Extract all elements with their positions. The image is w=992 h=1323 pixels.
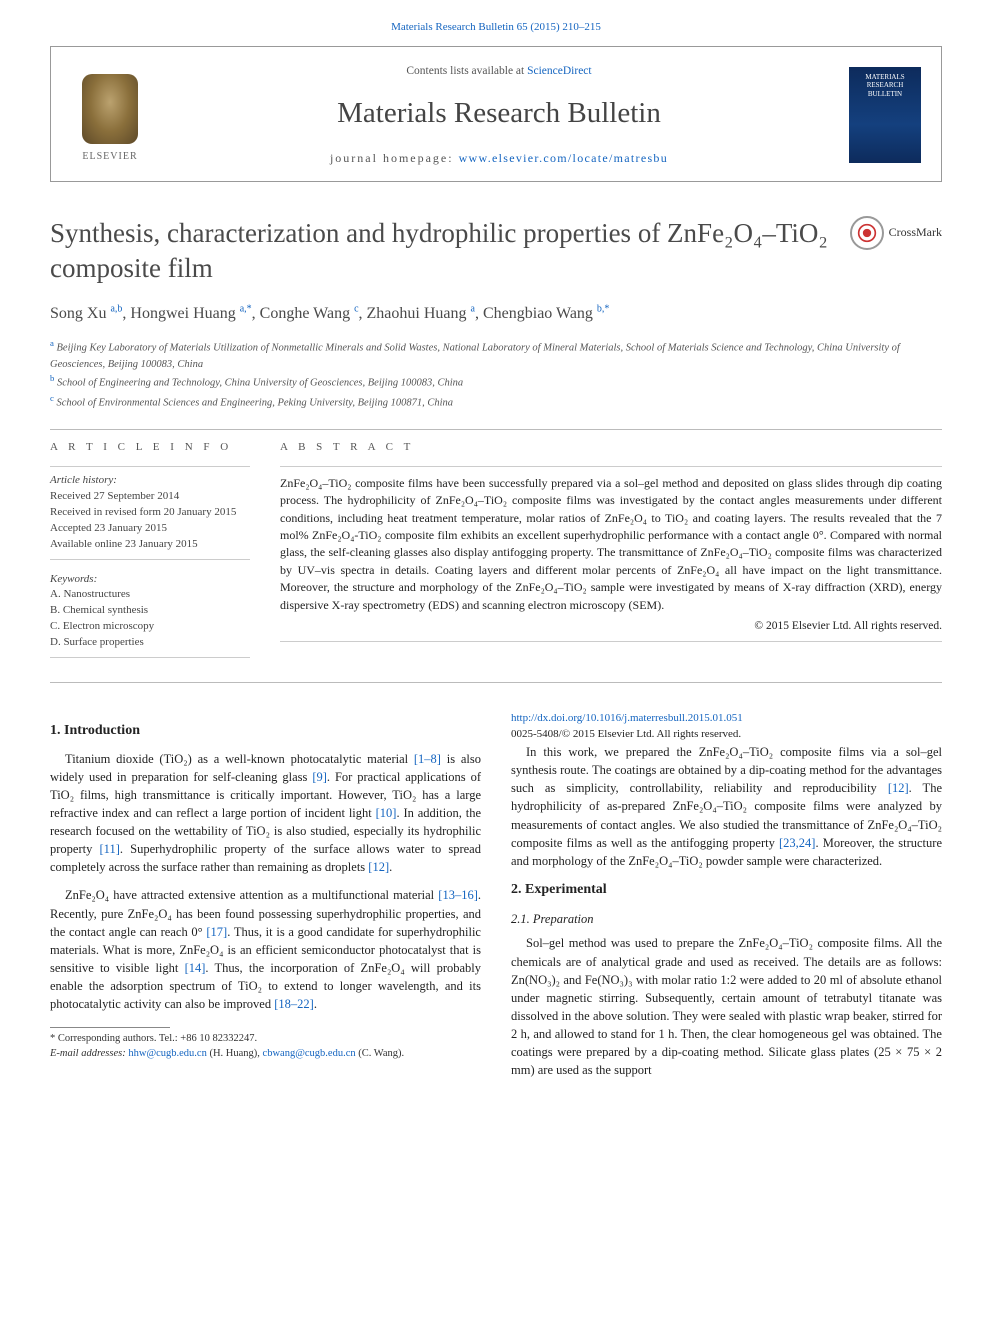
elsevier-label: ELSEVIER (82, 150, 137, 165)
journal-header: ELSEVIER Contents lists available at Sci… (50, 46, 942, 182)
doi-block: http://dx.doi.org/10.1016/j.materresbull… (511, 711, 942, 743)
prep-para-1: Sol–gel method was used to prepare the Z… (511, 934, 942, 1079)
journal-homepage-link[interactable]: www.elsevier.com/locate/matresbu (459, 151, 668, 165)
affiliation-line: c School of Environmental Sciences and E… (50, 392, 942, 411)
cover-line: RESEARCH (849, 81, 921, 89)
keyword-item: B. Chemical synthesis (50, 603, 250, 619)
section-divider (50, 429, 942, 430)
footnote-rule (50, 1027, 170, 1028)
received-date: Received 27 September 2014 (50, 489, 250, 505)
section-2-1-heading: 2.1. Preparation (511, 910, 942, 928)
corr-email-link[interactable]: cbwang@cugb.edu.cn (263, 1048, 356, 1059)
contents-prefix: Contents lists available at (406, 65, 527, 77)
article-body: 1. Introduction Titanium dioxide (TiO₂) … (50, 711, 942, 1081)
affiliation-line: a Beijing Key Laboratory of Materials Ut… (50, 337, 942, 372)
section-2-heading: 2. Experimental (511, 880, 942, 900)
doi-link[interactable]: http://dx.doi.org/10.1016/j.materresbull… (511, 712, 743, 724)
journal-cover-thumbnail: MATERIALS RESEARCH BULLETIN (849, 67, 921, 163)
ref-link[interactable]: [23,24] (779, 836, 815, 850)
elsevier-logo: ELSEVIER (71, 65, 149, 165)
ref-link[interactable]: [13–16] (438, 888, 478, 902)
crossmark-icon (850, 216, 884, 250)
corresponding-author: * Corresponding authors. Tel.: +86 10 82… (50, 1032, 481, 1047)
abstract-text: ZnFe₂O₄–TiO₂ composite films have been s… (280, 475, 942, 614)
cover-line: MATERIALS (849, 73, 921, 81)
contents-line: Contents lists available at ScienceDirec… (165, 63, 833, 80)
crossmark-label: CrossMark (889, 224, 942, 241)
abstract-column: A B S T R A C T ZnFe₂O₄–TiO₂ composite f… (280, 440, 942, 664)
abstract-heading: A B S T R A C T (280, 440, 942, 456)
article-title: Synthesis, characterization and hydrophi… (50, 216, 850, 286)
email-line: E-mail addresses: hhw@cugb.edu.cn (H. Hu… (50, 1047, 481, 1062)
article-info-column: A R T I C L E I N F O Article history: R… (50, 440, 250, 664)
keyword-item: C. Electron microscopy (50, 619, 250, 635)
top-citation: Materials Research Bulletin 65 (2015) 21… (50, 20, 942, 36)
corr-email-link[interactable]: hhw@cugb.edu.cn (128, 1048, 206, 1059)
intro-para-1: Titanium dioxide (TiO₂) as a well-known … (50, 750, 481, 877)
ref-link[interactable]: [11] (100, 842, 120, 856)
section-1-heading: 1. Introduction (50, 721, 481, 741)
intro-para-3: In this work, we prepared the ZnFe₂O₄–Ti… (511, 743, 942, 870)
journal-homepage: journal homepage: www.elsevier.com/locat… (165, 150, 833, 167)
keyword-item: A. Nanostructures (50, 587, 250, 603)
cover-line: BULLETIN (849, 90, 921, 98)
ref-link[interactable]: [17] (206, 925, 227, 939)
affiliations: a Beijing Key Laboratory of Materials Ut… (50, 337, 942, 411)
journal-title: Materials Research Bulletin (165, 92, 833, 134)
ref-link[interactable]: [9] (312, 770, 327, 784)
ref-link[interactable]: [1–8] (414, 752, 441, 766)
homepage-prefix: journal homepage: (330, 151, 459, 165)
authors-line: Song Xu a,b, Hongwei Huang a,*, Conghe W… (50, 302, 942, 325)
ref-link[interactable]: [12] (368, 860, 389, 874)
crossmark-widget[interactable]: CrossMark (850, 216, 942, 250)
top-citation-link[interactable]: Materials Research Bulletin 65 (2015) 21… (391, 21, 601, 33)
ref-link[interactable]: [12] (888, 781, 909, 795)
abstract-copyright: © 2015 Elsevier Ltd. All rights reserved… (280, 618, 942, 635)
article-info-heading: A R T I C L E I N F O (50, 440, 250, 456)
keywords-label: Keywords: (50, 572, 250, 588)
ref-link[interactable]: [10] (376, 806, 397, 820)
ref-link[interactable]: [18–22] (274, 997, 314, 1011)
revised-date: Received in revised form 20 January 2015 (50, 505, 250, 521)
keyword-item: D. Surface properties (50, 635, 250, 651)
intro-para-2: ZnFe₂O₄ have attracted extensive attenti… (50, 886, 481, 1013)
elsevier-tree-icon (82, 74, 138, 144)
affiliation-line: b School of Engineering and Technology, … (50, 372, 942, 391)
online-date: Available online 23 January 2015 (50, 537, 250, 553)
issn-line: 0025-5408/© 2015 Elsevier Ltd. All right… (511, 728, 741, 740)
footnotes: * Corresponding authors. Tel.: +86 10 82… (50, 1032, 481, 1061)
accepted-date: Accepted 23 January 2015 (50, 521, 250, 537)
section-divider (50, 682, 942, 683)
history-label: Article history: (50, 473, 250, 489)
ref-link[interactable]: [14] (185, 961, 206, 975)
sciencedirect-link[interactable]: ScienceDirect (527, 65, 592, 77)
